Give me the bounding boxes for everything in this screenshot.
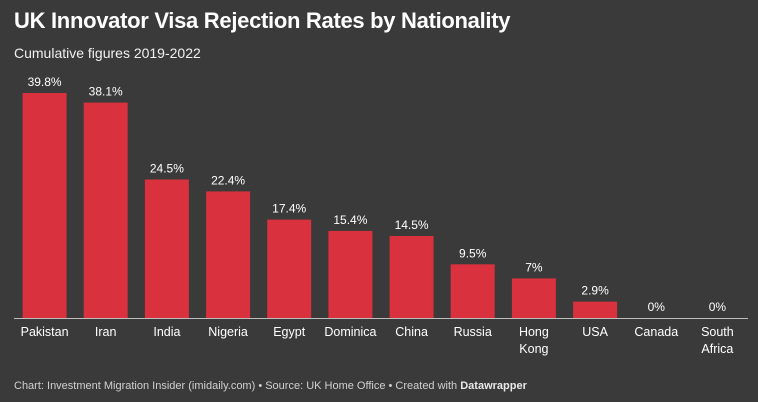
category-label-india: India	[153, 325, 180, 339]
category-label-hong-kong: Hong Kong	[519, 325, 549, 356]
value-label-dominica: 15.4%	[333, 213, 367, 227]
value-label-iran: 38.1%	[89, 85, 123, 99]
bar-usa	[573, 301, 618, 318]
value-label-nigeria: 22.4%	[211, 173, 245, 187]
chart-footer: Chart: Investment Migration Insider (imi…	[14, 380, 527, 392]
category-label-dominica: Dominica	[324, 325, 376, 339]
value-label-china: 14.5%	[395, 218, 429, 232]
value-label-russia: 9.5%	[459, 246, 487, 260]
category-label-russia: Russia	[454, 325, 492, 339]
bar-pakistan	[22, 93, 67, 318]
category-label-south-africa: South Africa	[701, 325, 734, 356]
value-label-hong-kong: 7%	[525, 260, 543, 274]
category-label-nigeria: Nigeria	[208, 325, 248, 339]
value-label-canada: 0%	[648, 300, 666, 314]
category-label-canada: Canada	[634, 325, 678, 339]
value-label-south-africa: 0%	[709, 300, 727, 314]
bar-hong-kong	[511, 278, 556, 318]
footer-credits: Chart: Investment Migration Insider (imi…	[14, 380, 461, 392]
bar-china	[389, 236, 434, 318]
category-label-egypt: Egypt	[273, 325, 305, 339]
bar-dominica	[328, 230, 373, 318]
bar-egypt	[267, 219, 312, 318]
category-label-china: China	[395, 325, 428, 339]
bar-iran	[83, 102, 128, 318]
value-label-egypt: 17.4%	[272, 202, 306, 216]
value-label-usa: 2.9%	[581, 284, 609, 298]
category-label-iran: Iran	[95, 325, 117, 339]
bar-india	[144, 179, 189, 318]
chart-subtitle: Cumulative figures 2019-2022	[14, 45, 201, 61]
category-label-usa: USA	[582, 325, 608, 339]
value-label-india: 24.5%	[150, 162, 184, 176]
category-label-pakistan: Pakistan	[21, 325, 69, 339]
bar-nigeria	[206, 191, 251, 318]
chart-title: UK Innovator Visa Rejection Rates by Nat…	[14, 8, 511, 33]
bar-russia	[450, 264, 495, 318]
footer-brand: Datawrapper	[460, 380, 527, 392]
value-label-pakistan: 39.8%	[28, 75, 62, 89]
